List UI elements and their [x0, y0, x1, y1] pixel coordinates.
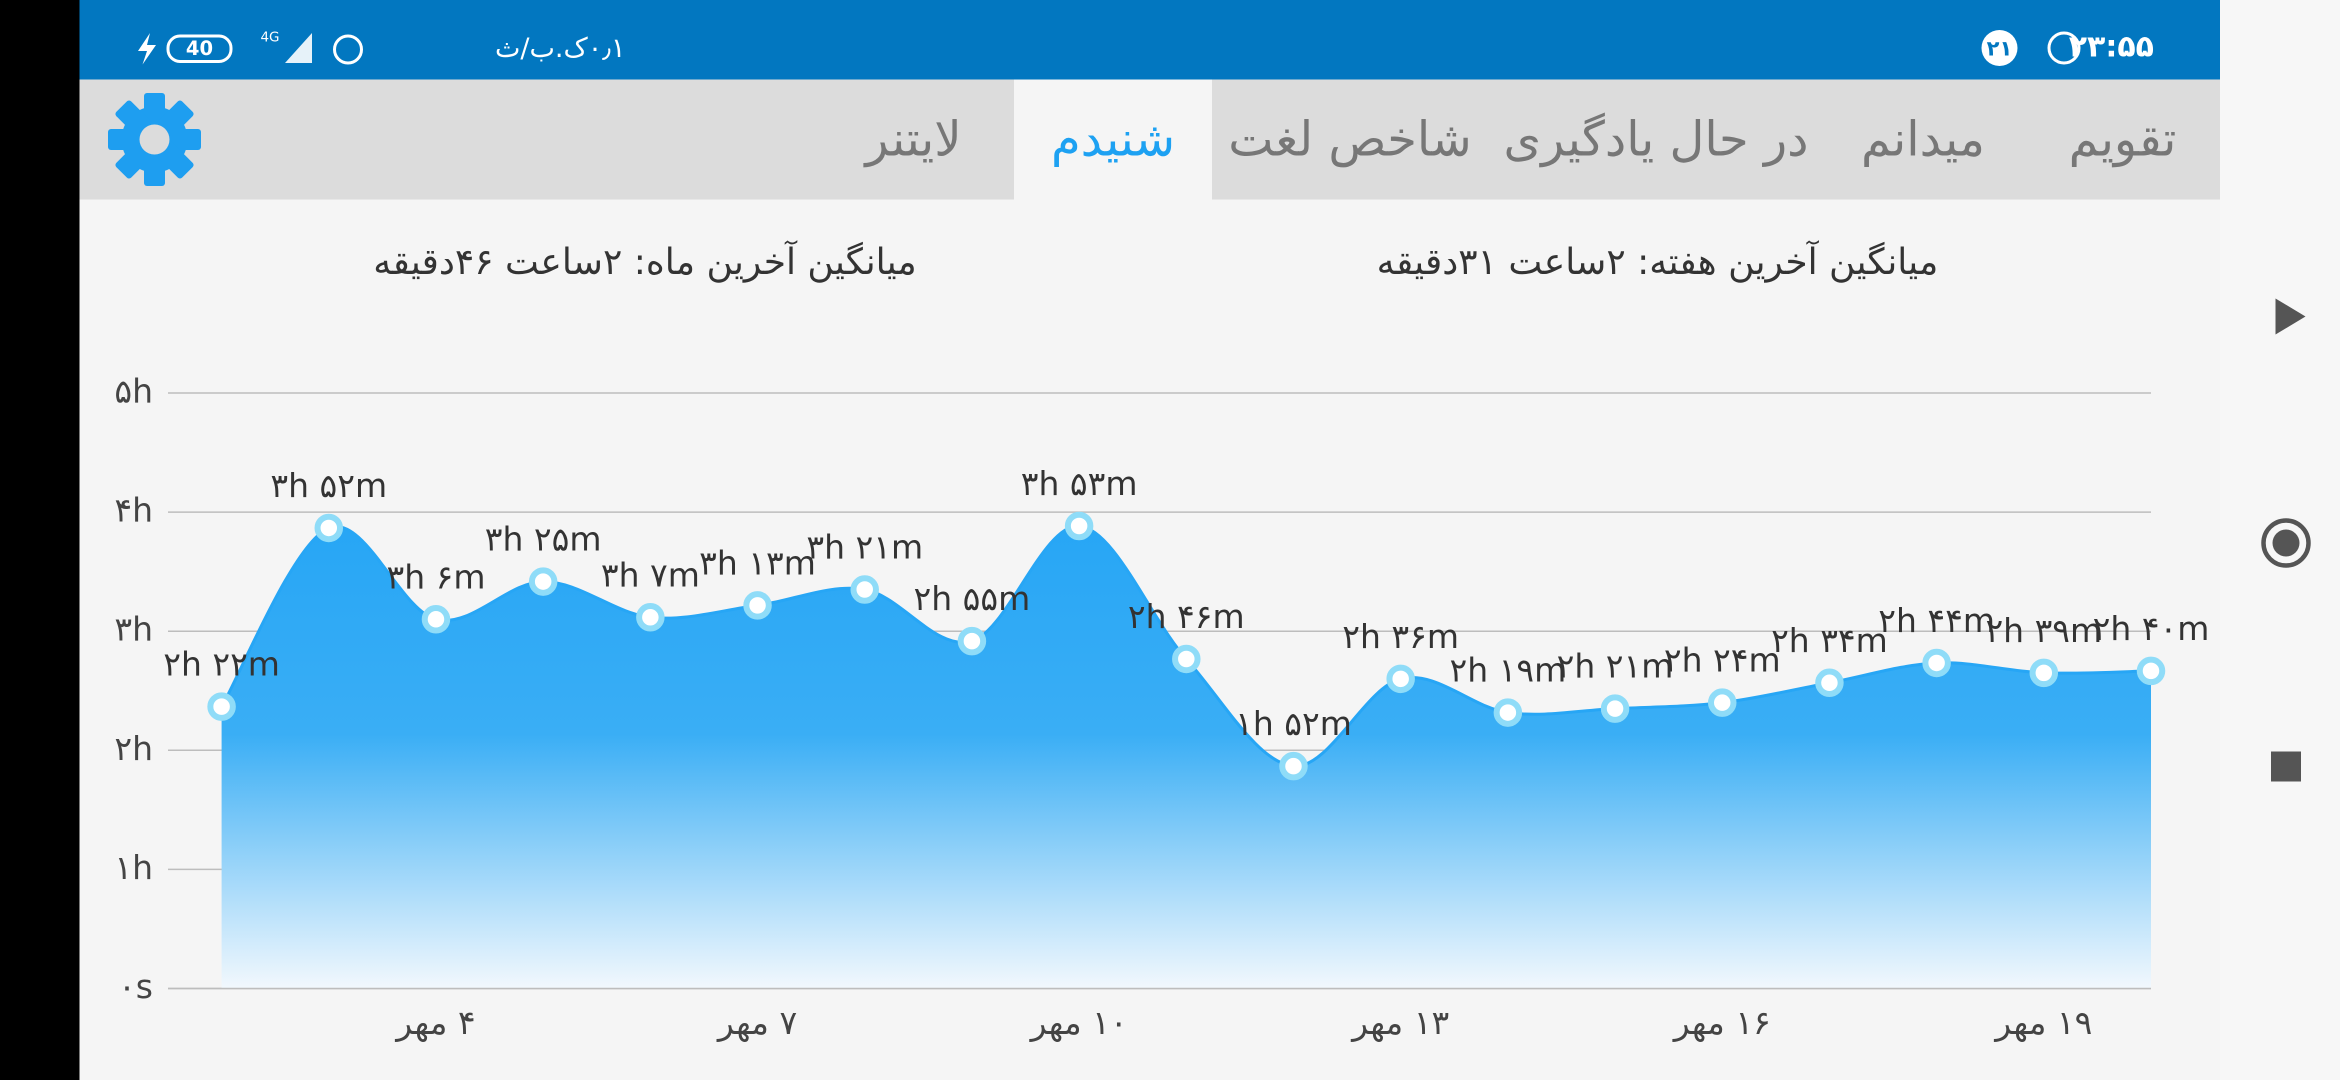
alarm-icon [2047, 31, 2081, 65]
y-tick-label: ۴h [114, 491, 153, 530]
network-type: 4G [260, 30, 279, 46]
settings-icon[interactable] [108, 93, 201, 186]
data-point [207, 692, 236, 721]
data-point [1600, 694, 1630, 723]
y-tick-label: ۰s [118, 967, 153, 1006]
data-point [1064, 511, 1094, 541]
tab[interactable]: در حال یادگیری [1504, 112, 1809, 168]
value-label: ۳h ۶m [386, 557, 485, 596]
alarm-icon-2 [333, 34, 363, 65]
value-label: ۳h ۲۱m [806, 528, 923, 567]
x-tick-label: ۷ مهر [716, 1003, 797, 1042]
line [220, 524, 2152, 768]
battery-icon [166, 34, 233, 63]
tab[interactable]: لایتنر [863, 112, 961, 168]
tabs: تقویم میدانم در حال یادگیری شاخص لغت شنیدم لا… [863, 79, 2177, 200]
data-point [850, 575, 879, 604]
value-label: ۳h ۵۳m [1021, 464, 1138, 503]
area [221, 525, 2151, 989]
battery-level: 40 [186, 37, 213, 60]
value-label: ۲h ۲۲m [163, 645, 280, 684]
tab[interactable]: میدانم [1861, 112, 1985, 168]
x-tick-label: ۱۹ مهر [1993, 1003, 2092, 1042]
notification-count: ۲۱ [1987, 37, 2013, 61]
data-point [528, 567, 558, 596]
data-point [1386, 664, 1415, 694]
tab[interactable]: تقویم [2069, 112, 2177, 168]
value-label: ۲h ۲۴m [1664, 641, 1781, 680]
value-label: ۲h ۳۹m [1985, 611, 2102, 650]
data-point [957, 626, 987, 656]
value-label: ۳h ۷m [601, 555, 700, 594]
data-point [421, 605, 451, 634]
charging-icon [138, 33, 156, 65]
tab-selected-bg [1014, 79, 1212, 200]
value-label: ۲h ۱۹m [1449, 651, 1566, 690]
value-label: ۲h ۳۴m [1771, 621, 1888, 660]
week-average: میانگین آخرین هفته: ۲ساعت ۳۱دقیقه [1377, 239, 1939, 283]
data-point [1707, 688, 1737, 717]
clock: ۲۳:۵۵ [2069, 30, 2154, 65]
nav-play[interactable] [2275, 298, 2306, 335]
data-point [743, 591, 772, 620]
badge [1981, 30, 2018, 66]
data-point [1172, 644, 1201, 674]
nav-home-dot [2272, 529, 2300, 557]
x-tick-label: ۴ مهر [394, 1003, 475, 1042]
value-label: ۲h ۵۵m [914, 579, 1031, 618]
x-tick-label: ۱۰ مهر [1029, 1003, 1128, 1042]
nav-recents[interactable] [2271, 751, 2301, 782]
value-label: ۲h ۳۶m [1342, 617, 1459, 656]
data-point [1815, 668, 1844, 698]
data-point [1922, 648, 1951, 678]
data-point [2136, 656, 2166, 686]
signal-icon [285, 33, 312, 63]
value-label: ۲h ۴۴m [1878, 601, 1995, 640]
y-tick-label: ۳h [114, 610, 153, 649]
value-label: ۱h ۵۲m [1235, 704, 1352, 743]
month-average: میانگین آخرین ماه: ۲ساعت ۴۶دقیقه [373, 239, 916, 283]
value-label: ۳h ۵۲m [270, 466, 387, 505]
x-tick-label: ۱۳ مهر [1350, 1003, 1449, 1042]
tab[interactable]: شاخص لغت [1228, 112, 1472, 168]
data-point [1493, 698, 1523, 727]
x-tick-label: ۱۶ مهر [1672, 1003, 1771, 1042]
y-tick-label: ۲h [114, 729, 153, 768]
status-bar [79, 0, 2220, 80]
data-point [2029, 658, 2059, 688]
value-label: ۲h ۴۰m [2093, 609, 2210, 648]
tab-selected[interactable]: شنیدم [1051, 112, 1175, 168]
net-speed: ۰٫۱ک.ب/ث [495, 33, 625, 64]
data-point [314, 513, 344, 543]
nav-home[interactable] [2261, 518, 2311, 568]
value-label: ۳h ۲۵m [485, 520, 602, 559]
value-label: ۳h ۱۳m [699, 543, 816, 582]
gear-hole [139, 124, 170, 155]
value-label: ۲h ۴۶m [1128, 597, 1245, 636]
y-tick-label: ۵h [114, 372, 153, 411]
y-tick-label: ۱h [114, 848, 153, 887]
data-point [636, 603, 665, 632]
left-edge [0, 0, 80, 1080]
data-point [1279, 751, 1308, 781]
value-label: ۲h ۲۱m [1557, 647, 1674, 686]
